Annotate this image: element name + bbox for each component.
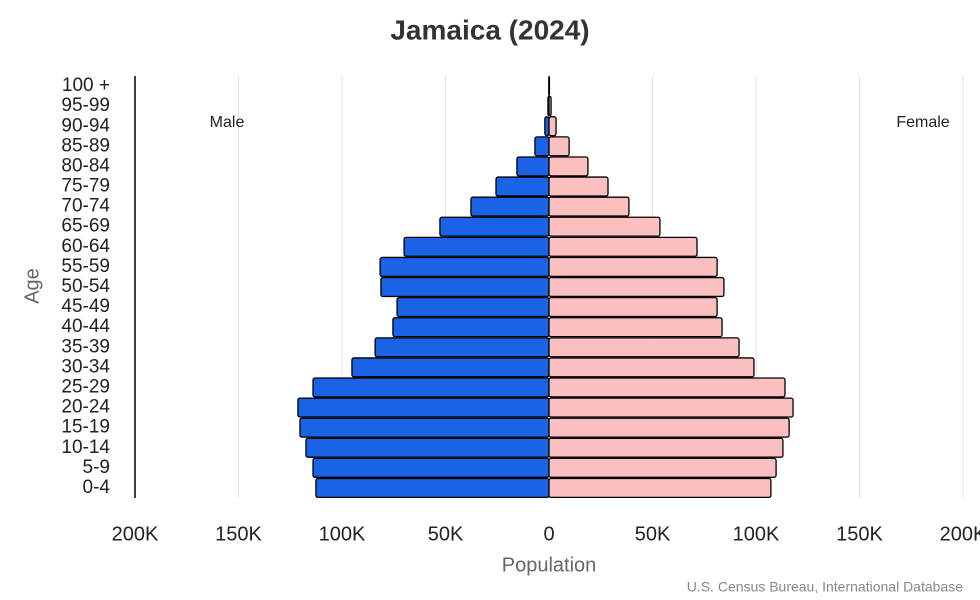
x-tick-label: 50K [635,523,671,545]
bar [396,297,550,318]
y-tick-label: 95-99 [61,95,110,116]
y-tick-label: 30-34 [61,356,110,377]
bar [548,176,609,197]
x-tick-label: 0 [543,523,554,545]
bar [548,477,772,499]
chart-title: Jamaica (2024) [390,14,589,45]
bar [548,357,755,378]
bar [548,156,589,177]
bar [548,236,698,257]
bar [548,96,552,117]
y-tick-label: 55-59 [61,256,110,277]
x-tick-label: 150K [215,523,262,545]
bar [548,216,661,237]
legend-label: Male [210,114,245,131]
bar [379,256,550,277]
x-tick-label: 50K [428,523,464,545]
bar [548,377,786,398]
y-tick-label: 5-9 [83,457,110,478]
y-tick-label: 40-44 [61,316,110,337]
bars [297,75,794,499]
y-tick-label: 75-79 [61,176,110,197]
bar [548,116,557,137]
bar [351,357,550,378]
bar [548,136,570,157]
y-tick-label: 15-19 [61,417,110,438]
bar [297,397,550,418]
bar [548,337,740,358]
bar [380,276,550,298]
x-tick-label: 200K [940,523,980,545]
bar [548,276,725,298]
y-tick-label: 25-29 [61,376,110,397]
x-tick-label: 100K [319,523,366,545]
x-tick-label: 200K [112,523,159,545]
y-tick-label: 85-89 [61,135,110,156]
bar [392,317,550,338]
y-tick-label: 50-54 [61,276,110,297]
bar [299,417,550,438]
y-tick-label: 100 + [62,75,110,96]
y-tick-label: 65-69 [61,216,110,237]
y-axis-label: Age [21,268,43,304]
bar [516,156,550,177]
bar [548,437,784,458]
x-axis-label: Population [502,554,597,576]
bar [470,196,550,217]
x-tick-label: 150K [836,523,883,545]
y-tick-label: 80-84 [61,155,110,176]
bar [374,337,550,358]
legend-label: Female [896,114,949,131]
source: U.S. Census Bureau, International Databa… [687,579,963,595]
bar [548,256,718,277]
bar [439,216,550,237]
bar [403,236,550,257]
y-tick-label: 20-24 [61,397,110,418]
bar [548,457,777,478]
bar [548,397,794,418]
x-tick-label: 100K [733,523,780,545]
bar [548,297,718,318]
bar [312,377,550,398]
bar [534,136,550,157]
y-tick-label: 0-4 [83,477,111,498]
y-tick-label: 90-94 [61,115,110,136]
bar [548,417,790,438]
bar [315,477,550,499]
y-tick-label: 10-14 [61,437,110,458]
y-tick-label: 60-64 [61,236,110,257]
y-tick-label: 35-39 [61,336,110,357]
y-tick-label: 45-49 [61,296,110,317]
y-tick-label: 70-74 [61,196,110,217]
bar [495,176,550,197]
bar [548,317,723,338]
bar [312,457,550,478]
bar [305,437,550,458]
bar [548,196,630,217]
